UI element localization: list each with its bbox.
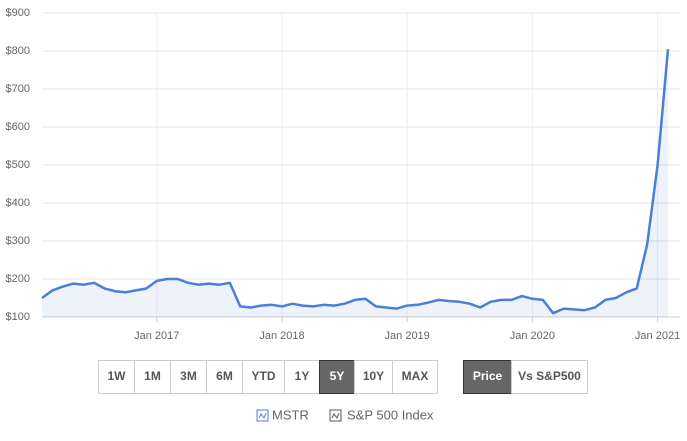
legend-icon-line bbox=[258, 412, 267, 420]
button-label: 1M bbox=[144, 369, 161, 383]
y-tick-label: $900 bbox=[6, 7, 30, 19]
legend-icon bbox=[329, 409, 342, 422]
x-tick-label: Jan 2017 bbox=[134, 330, 179, 342]
y-tick-label: $600 bbox=[6, 121, 30, 133]
button-bg bbox=[284, 360, 320, 394]
button-label: Price bbox=[473, 369, 503, 383]
button-bg bbox=[319, 360, 355, 394]
button[interactable]: MAX bbox=[392, 360, 438, 394]
y-tick-label: $200 bbox=[6, 273, 30, 285]
button-label: MAX bbox=[402, 369, 429, 383]
button-bg bbox=[354, 360, 393, 394]
button-label: YTD bbox=[252, 369, 276, 383]
x-tick-label: Jan 2021 bbox=[635, 330, 680, 342]
button[interactable]: YTD bbox=[242, 360, 285, 394]
button[interactable]: 10Y bbox=[354, 360, 393, 394]
button[interactable]: 5Y bbox=[319, 360, 355, 394]
button-label: 1W bbox=[108, 369, 127, 383]
x-tick-label: Jan 2018 bbox=[259, 330, 304, 342]
line bbox=[41, 48, 670, 315]
legend-icon bbox=[256, 409, 269, 422]
button-label: 6M bbox=[216, 369, 233, 383]
button-bg bbox=[463, 360, 512, 394]
y-tick-label: $100 bbox=[6, 311, 30, 323]
button-bg bbox=[134, 360, 171, 394]
y-tick-label: $800 bbox=[6, 45, 30, 57]
area bbox=[42, 49, 668, 317]
y-tick-label: $700 bbox=[6, 83, 30, 95]
button[interactable]: Vs S&P500 bbox=[511, 360, 588, 394]
button-bg bbox=[511, 360, 588, 394]
y-tick-label: $500 bbox=[6, 159, 30, 171]
button[interactable]: 3M bbox=[170, 360, 207, 394]
legend-label[interactable]: S&P 500 Index bbox=[347, 407, 434, 422]
y-tick-label: $300 bbox=[6, 235, 30, 247]
x-tick-label: Jan 2020 bbox=[510, 330, 555, 342]
button-label: 5Y bbox=[330, 369, 345, 383]
button-label: 3M bbox=[180, 369, 197, 383]
button-label: 10Y bbox=[363, 369, 384, 383]
button[interactable]: 1W bbox=[98, 360, 135, 394]
button[interactable]: 6M bbox=[206, 360, 243, 394]
button[interactable]: 1Y bbox=[284, 360, 320, 394]
legend-icon-line bbox=[331, 412, 340, 420]
y-tick-label: $400 bbox=[6, 197, 30, 209]
button-label: 1Y bbox=[295, 369, 310, 383]
button-label: Vs S&P500 bbox=[518, 369, 581, 383]
legend-label[interactable]: MSTR bbox=[272, 407, 309, 422]
button[interactable]: Price bbox=[463, 360, 512, 394]
button-bg bbox=[392, 360, 438, 394]
button[interactable]: 1M bbox=[134, 360, 171, 394]
x-tick-label: Jan 2019 bbox=[385, 330, 430, 342]
